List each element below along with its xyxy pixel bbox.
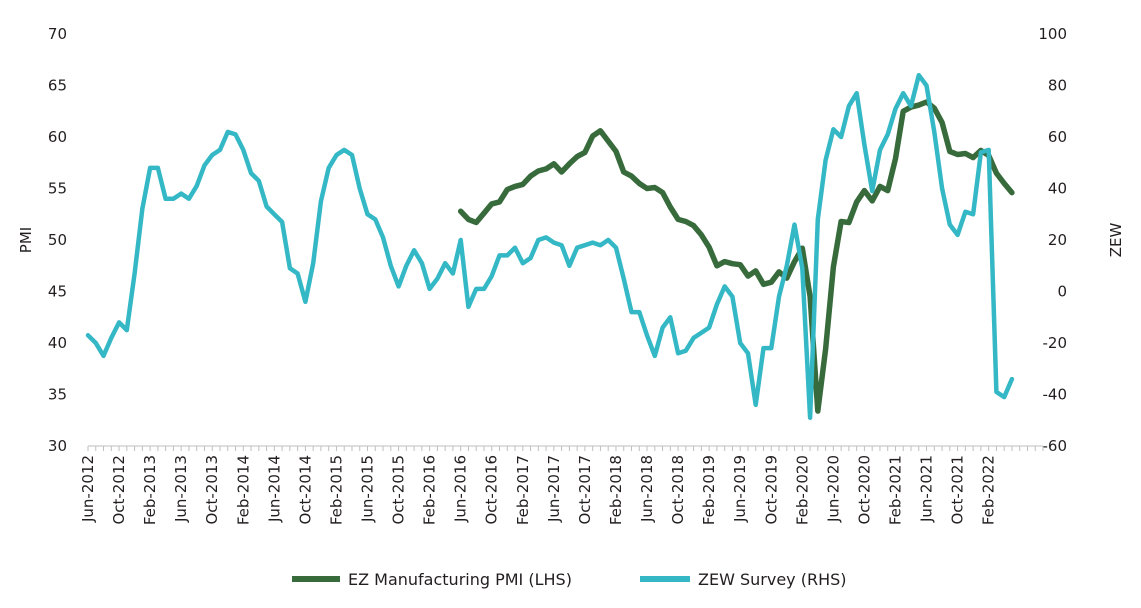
series-line-pmi — [457, 99, 1015, 414]
y-right-tick-label: 20 — [1048, 231, 1067, 249]
x-tick-label: Jun-2020 — [824, 455, 842, 523]
x-axis: Jun-2012 Oct-2012 Feb-2013 Jun-2013 Oct-2013… — [79, 445, 1044, 525]
x-tick-label: Jun-2014 — [265, 455, 283, 523]
x-tick-label: Oct-2012 — [110, 455, 128, 525]
x-tick-label: Oct-2020 — [855, 455, 873, 525]
right-axis: -60 -40 -20 0 20 40 60 80 100 — [1038, 25, 1067, 455]
x-tick-label: Oct-2013 — [203, 455, 221, 525]
x-tick-label: Feb-2018 — [607, 455, 625, 525]
x-tick-label: Feb-2017 — [514, 455, 532, 525]
x-tick-label: Oct-2016 — [483, 455, 501, 525]
y-right-tick-label: 40 — [1048, 180, 1067, 198]
x-tick-label: Feb-2013 — [141, 455, 159, 525]
left-axis: 30 35 40 45 50 55 60 65 70 — [48, 25, 67, 455]
y-right-tick-label: -60 — [1043, 437, 1068, 455]
y-axis-right-title: ZEW — [1107, 223, 1125, 258]
x-tick-label: Feb-2020 — [793, 455, 811, 525]
x-tick-label: Jun-2013 — [172, 455, 190, 523]
x-tick-label: Oct-2018 — [669, 455, 687, 525]
y-left-tick-label: 45 — [48, 283, 67, 301]
y-right-tick-label: 0 — [1057, 283, 1067, 301]
x-tick-label: Jun-2021 — [918, 455, 936, 523]
series-line-zew — [85, 72, 1015, 420]
y-right-tick-label: 100 — [1038, 25, 1067, 43]
y-left-tick-label: 55 — [48, 180, 67, 198]
y-left-tick-label: 30 — [48, 437, 67, 455]
x-tick-label: Jun-2019 — [731, 455, 749, 523]
plot-area — [85, 72, 1015, 420]
x-tick-label: Oct-2014 — [296, 455, 314, 525]
x-tick-label: Feb-2015 — [327, 455, 345, 525]
y-left-tick-label: 70 — [48, 25, 67, 43]
y-left-tick-label: 65 — [48, 77, 67, 95]
legend: EZ Manufacturing PMI (LHS) ZEW Survey (R… — [292, 570, 847, 589]
y-axis-left-title: PMI — [17, 227, 35, 253]
x-tick-label: Oct-2021 — [949, 455, 967, 525]
legend-label-pmi: EZ Manufacturing PMI (LHS) — [348, 570, 572, 589]
x-tick-label: Feb-2016 — [421, 455, 439, 525]
x-tick-label: Jun-2012 — [79, 455, 97, 523]
x-tick-label: Oct-2017 — [576, 455, 594, 525]
legend-label-zew: ZEW Survey (RHS) — [698, 570, 847, 589]
x-tick-label: Jun-2017 — [545, 455, 563, 523]
y-right-tick-label: 80 — [1048, 77, 1067, 95]
y-left-tick-label: 60 — [48, 128, 67, 146]
x-tick-label: Feb-2019 — [700, 455, 718, 525]
y-left-tick-label: 40 — [48, 334, 67, 352]
y-left-tick-label: 35 — [48, 386, 67, 404]
x-tick-label: Jun-2018 — [638, 455, 656, 523]
y-right-tick-label: -40 — [1043, 386, 1068, 404]
x-tick-label: Jun-2015 — [359, 455, 377, 523]
x-tick-label: Feb-2021 — [886, 455, 904, 525]
y-right-tick-label: 60 — [1048, 128, 1067, 146]
y-left-tick-label: 50 — [48, 231, 67, 249]
x-tick-label: Feb-2014 — [234, 455, 252, 525]
x-tick-label: Oct-2015 — [390, 455, 408, 525]
x-tick-label: Feb-2022 — [980, 455, 998, 525]
x-tick-label: Oct-2019 — [762, 455, 780, 525]
y-right-tick-label: -20 — [1043, 334, 1068, 352]
x-tick-label: Jun-2016 — [452, 455, 470, 523]
